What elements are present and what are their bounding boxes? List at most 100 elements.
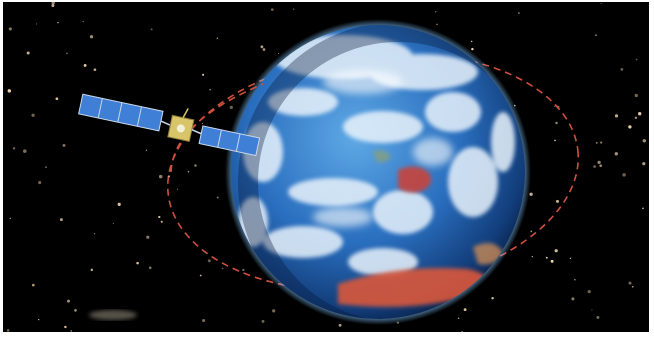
star (146, 235, 150, 239)
star (158, 215, 161, 219)
star (554, 105, 556, 108)
star (176, 188, 179, 190)
star (199, 274, 202, 277)
star (55, 97, 59, 101)
star (6, 329, 10, 332)
star (491, 297, 494, 300)
star (597, 160, 601, 165)
star (160, 220, 163, 223)
star (554, 139, 556, 142)
star (461, 330, 464, 332)
orbit-path (166, 51, 580, 293)
star (74, 309, 77, 312)
star (614, 114, 619, 118)
star (594, 34, 597, 37)
star (148, 266, 152, 270)
star (642, 162, 646, 166)
solar-panel-right (198, 125, 261, 157)
star (272, 309, 276, 313)
star (93, 233, 96, 235)
star (574, 279, 576, 281)
star (622, 173, 626, 177)
star (638, 112, 642, 116)
star (595, 142, 598, 144)
star (23, 149, 27, 153)
star (9, 217, 12, 220)
star (614, 152, 618, 156)
star (596, 315, 600, 319)
star (600, 2, 602, 5)
star (31, 113, 35, 117)
star (83, 63, 87, 67)
star (70, 330, 73, 332)
star (145, 149, 148, 151)
star (436, 23, 438, 26)
star (262, 48, 266, 51)
star (51, 3, 55, 8)
star (593, 165, 596, 168)
star (634, 93, 638, 98)
star (209, 88, 211, 91)
star (64, 325, 67, 329)
star (599, 164, 603, 168)
star (545, 256, 548, 259)
star (59, 218, 63, 222)
satellite-earth-illustration (6, 2, 646, 332)
star (90, 268, 94, 272)
star (117, 202, 121, 206)
star (531, 256, 533, 258)
star (571, 297, 575, 301)
star (66, 299, 71, 303)
star (36, 23, 38, 25)
star (635, 58, 638, 61)
star (93, 68, 97, 72)
star (31, 283, 35, 287)
star (270, 8, 274, 11)
star (8, 27, 12, 31)
star (216, 196, 219, 199)
star (202, 73, 205, 76)
star (634, 116, 638, 119)
star (221, 267, 224, 270)
star (26, 51, 30, 55)
star (620, 68, 624, 71)
star (136, 261, 139, 265)
star (529, 192, 533, 196)
star (600, 141, 603, 144)
star (471, 47, 474, 51)
star (216, 37, 219, 40)
star (260, 45, 264, 49)
star (550, 259, 554, 263)
star (642, 139, 646, 143)
star (338, 323, 342, 327)
star (229, 105, 233, 110)
star (194, 164, 197, 167)
star (51, 2, 55, 5)
star (587, 289, 591, 294)
star (202, 318, 206, 323)
star (201, 122, 204, 125)
star (435, 11, 437, 13)
star (7, 89, 12, 93)
star (554, 249, 558, 253)
star (150, 28, 153, 31)
star (642, 207, 644, 210)
star (631, 285, 634, 288)
star (555, 121, 558, 125)
star (158, 174, 163, 179)
star (45, 166, 47, 169)
star (463, 308, 467, 312)
star (66, 52, 68, 55)
earth-globe (231, 25, 525, 319)
star (38, 181, 42, 185)
star (261, 319, 265, 323)
star (470, 40, 473, 43)
star (530, 230, 533, 233)
star (38, 318, 40, 321)
star (207, 259, 211, 263)
star (517, 12, 520, 15)
star (628, 125, 632, 129)
star (62, 143, 66, 147)
star (556, 199, 559, 203)
